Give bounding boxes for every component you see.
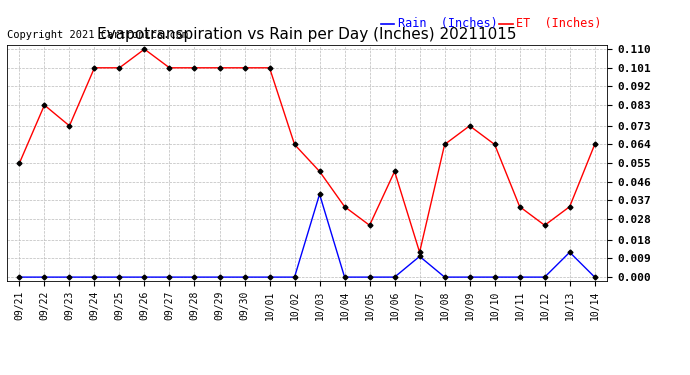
Text: Copyright 2021 Cartronics.com: Copyright 2021 Cartronics.com bbox=[7, 30, 188, 40]
Title: Evapotranspiration vs Rain per Day (Inches) 20211015: Evapotranspiration vs Rain per Day (Inch… bbox=[97, 27, 517, 42]
Legend: Rain  (Inches), ET  (Inches): Rain (Inches), ET (Inches) bbox=[381, 18, 602, 30]
